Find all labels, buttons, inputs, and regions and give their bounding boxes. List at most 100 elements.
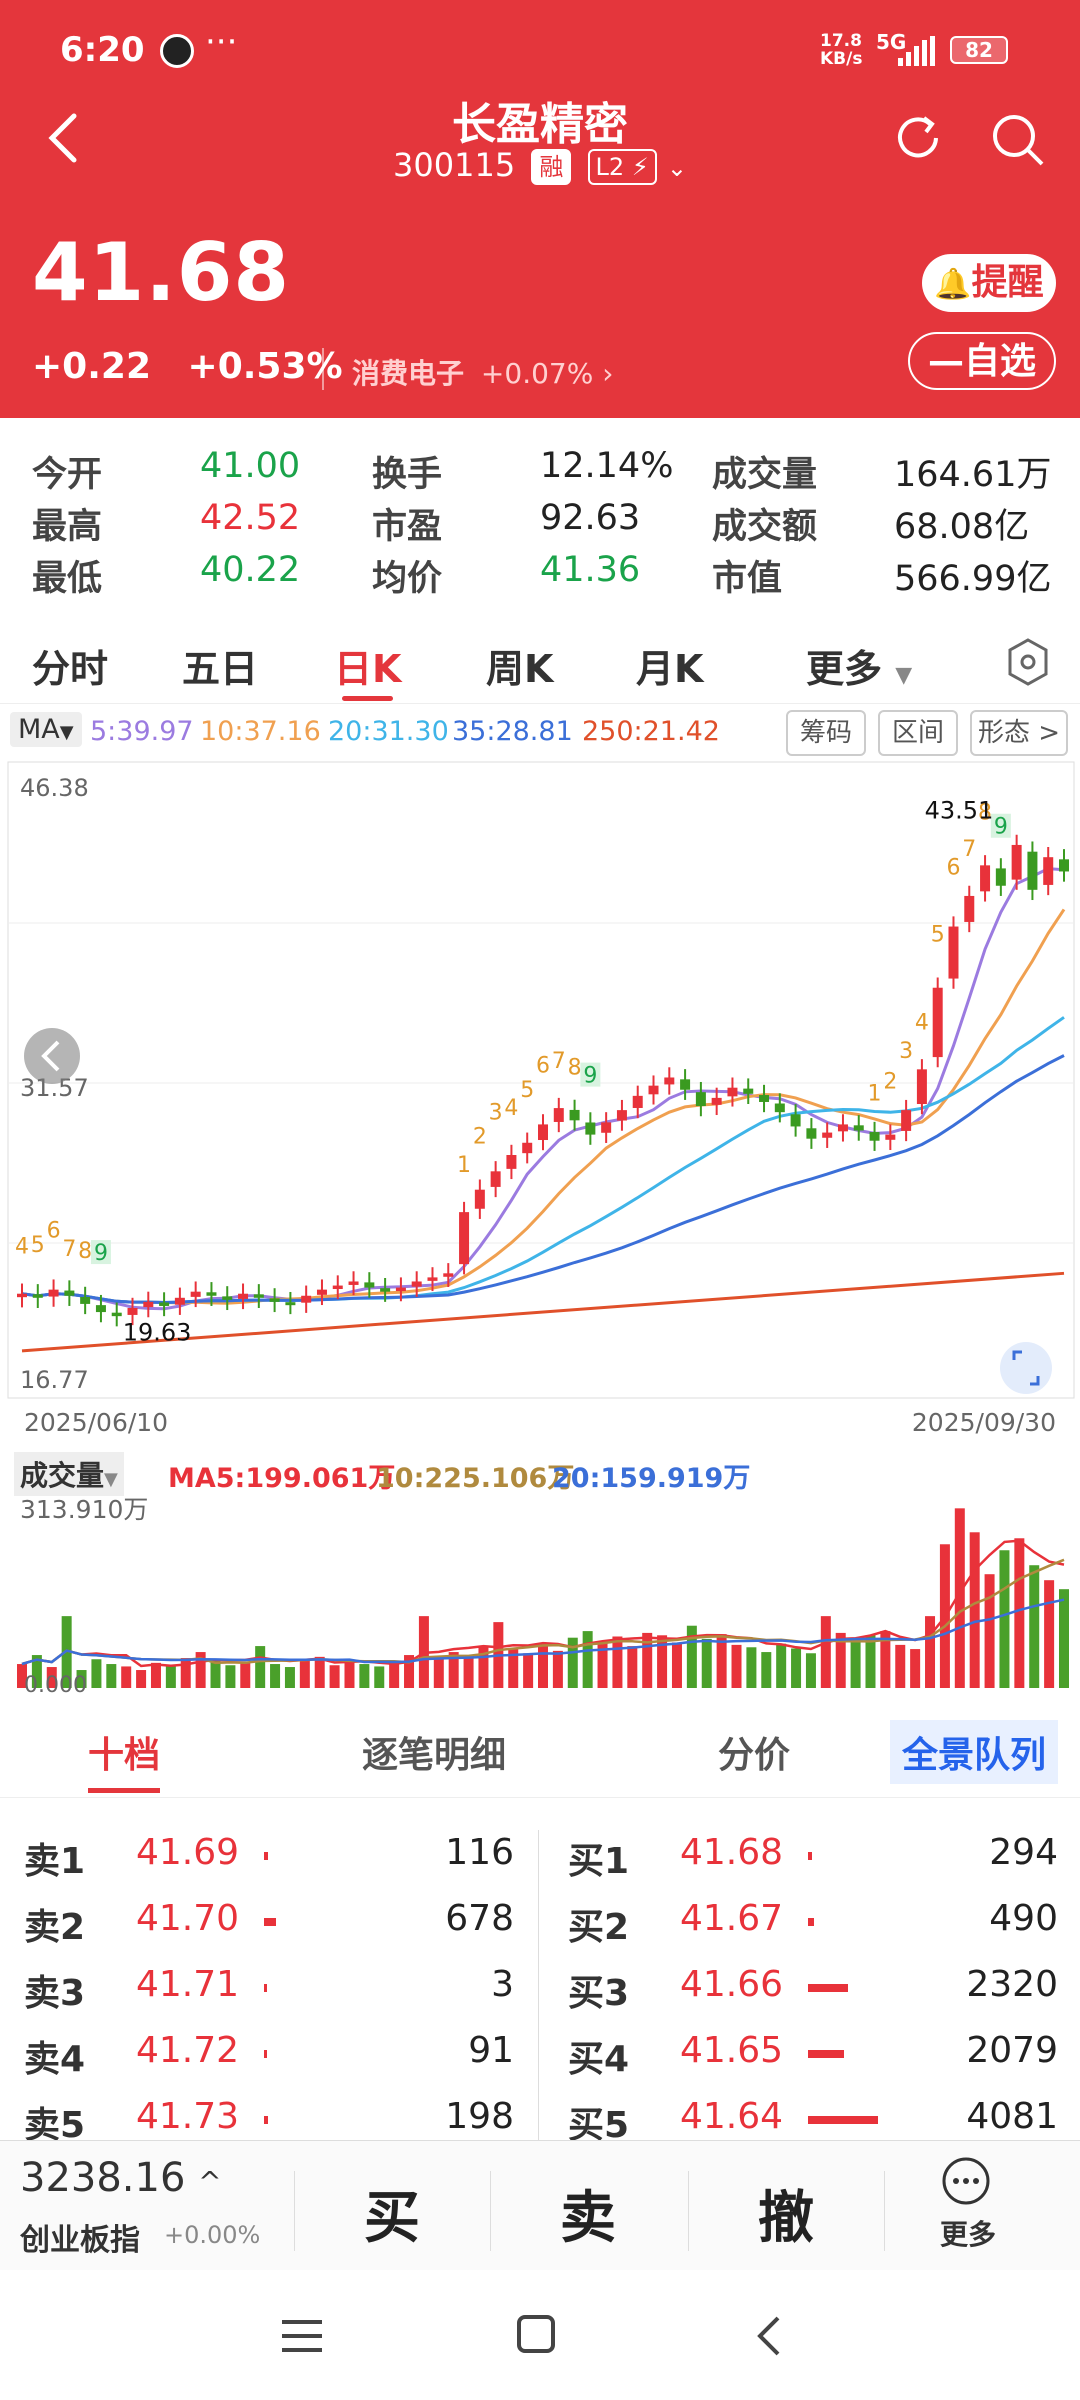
alert-button[interactable]: 🔔提醒 <box>922 254 1056 312</box>
tab-full-queue[interactable]: 全景队列 <box>889 1720 1058 1784</box>
period-tabs: 分时 五日 日K 周K 月K 更多 ▼ <box>0 618 1080 704</box>
buy-button[interactable]: 买 <box>364 2186 420 2251</box>
candle <box>474 1189 485 1209</box>
change-percent: +0.53% <box>187 346 343 387</box>
td-sequence-label: 4 <box>915 1010 929 1035</box>
level-price: 41.66 <box>680 1964 784 2005</box>
volume-bar <box>671 1642 682 1688</box>
td-sequence-label: 1 <box>457 1153 471 1178</box>
search-icon[interactable] <box>988 110 1046 168</box>
volume-chart[interactable]: 0.000 <box>0 1440 1080 1700</box>
signal-icon <box>898 36 935 66</box>
ask-row[interactable]: 卖1 41.69 116 <box>24 1822 514 1888</box>
volume-bar <box>791 1648 802 1688</box>
tab-intraday[interactable]: 分时 <box>32 647 109 691</box>
index-value[interactable]: 3238.16 ^ <box>20 2155 222 2201</box>
volume-selector[interactable]: 成交量▼ <box>14 1452 124 1496</box>
volume-bar <box>835 1632 846 1688</box>
order-book-tabs: 十档 逐笔明细 分价 全景队列 <box>0 1712 1080 1798</box>
stat-label: 换手 <box>372 455 443 495</box>
back-arrow-icon[interactable] <box>40 108 90 168</box>
sector-link[interactable]: 消费电子 +0.07% › <box>352 357 614 390</box>
sector-name: 消费电子 <box>352 357 465 390</box>
chart-left-scroll-button[interactable] <box>24 1028 80 1084</box>
menu-icon[interactable] <box>282 2316 324 2356</box>
bid-row[interactable]: 买1 41.68 294 <box>568 1822 1058 1888</box>
current-price: 41.68 <box>32 226 291 319</box>
chevron-down-icon[interactable]: ⌄ <box>666 154 687 182</box>
candle <box>885 1134 896 1140</box>
stat-value: 12.14% <box>540 446 674 486</box>
more-button[interactable]: 更多 <box>940 2155 996 2253</box>
candle <box>853 1125 864 1131</box>
volume-bar <box>91 1659 102 1688</box>
candle <box>48 1289 59 1297</box>
ma-line-250 <box>21 1271 1065 1353</box>
volume-bar <box>612 1636 623 1688</box>
ma-value-2: 20:31.30 <box>328 716 449 747</box>
candle <box>17 1293 27 1298</box>
index-value-text: 3238.16 <box>20 2155 186 2201</box>
tab-five-day[interactable]: 五日 <box>182 647 259 691</box>
system-nav-bar <box>0 2270 1080 2400</box>
stat-value: 42.52 <box>200 498 301 538</box>
level-price: 41.64 <box>680 2096 784 2137</box>
candle <box>727 1087 738 1097</box>
ask-row[interactable]: 卖3 41.71 3 <box>24 1954 514 2020</box>
volume-bar <box>389 1662 400 1688</box>
stat-value: 164.61万 <box>894 455 1052 495</box>
ma-selector[interactable]: MA▼ <box>10 712 82 747</box>
fullscreen-button[interactable] <box>1000 1342 1052 1394</box>
candle <box>490 1171 501 1187</box>
tab-daily-k[interactable]: 日K <box>334 638 401 701</box>
td-sequence-label: 4 <box>504 1096 518 1121</box>
home-icon[interactable] <box>516 2314 558 2356</box>
level-volume-bar <box>264 1984 267 1992</box>
range-button[interactable]: 区间 <box>878 710 958 756</box>
candle <box>127 1307 138 1315</box>
divider <box>294 2171 295 2251</box>
stat-value: 41.00 <box>200 446 301 486</box>
candle <box>1043 857 1054 885</box>
candle <box>980 865 991 892</box>
level2-tag[interactable]: L2 ⚡ <box>587 149 657 185</box>
candle <box>269 1298 280 1302</box>
cancel-order-button[interactable]: 撤 <box>758 2186 814 2251</box>
tab-monthly-k[interactable]: 月K <box>636 647 704 691</box>
bid-row[interactable]: 买3 41.66 2320 <box>568 1954 1058 2020</box>
bid-row[interactable]: 买2 41.67 490 <box>568 1888 1058 1954</box>
settings-hexagon-icon[interactable] <box>1006 638 1050 686</box>
candle <box>774 1103 785 1113</box>
back-icon[interactable] <box>752 2314 784 2358</box>
ask-row[interactable]: 卖2 41.70 678 <box>24 1888 514 1954</box>
tab-price-distribution[interactable]: 分价 <box>718 1735 791 1776</box>
ask-row[interactable]: 卖5 41.73 198 <box>24 2086 514 2152</box>
volume-bar <box>314 1656 325 1688</box>
td-sequence-label: 7 <box>552 1049 566 1074</box>
td-sequence-label: 1 <box>868 1082 882 1107</box>
level-label: 卖2 <box>24 1907 86 1948</box>
pattern-button[interactable]: 形态 > <box>970 710 1068 756</box>
net-speed: 17.8 KB/s <box>820 31 863 69</box>
tab-tick-detail[interactable]: 逐笔明细 <box>362 1735 507 1776</box>
volume-bar <box>448 1652 459 1688</box>
tab-weekly-k[interactable]: 周K <box>486 647 554 691</box>
ask-row[interactable]: 卖4 41.72 91 <box>24 2020 514 2086</box>
level-volume: 198 <box>445 2096 514 2137</box>
watchlist-button[interactable]: —自选 <box>908 332 1056 390</box>
volume-bar <box>582 1631 593 1688</box>
candle <box>648 1085 659 1095</box>
tab-more[interactable]: 更多 ▼ <box>806 638 912 693</box>
bid-row[interactable]: 买4 41.65 2079 <box>568 2020 1058 2086</box>
change-value: +0.22 <box>32 346 151 387</box>
bid-row[interactable]: 买5 41.64 4081 <box>568 2086 1058 2152</box>
level-label: 买4 <box>568 2039 630 2080</box>
expand-icon <box>1012 1350 1040 1386</box>
tab-ten-level[interactable]: 十档 <box>88 1726 161 1793</box>
sell-button[interactable]: 卖 <box>560 2186 616 2251</box>
td-sequence-label: 9 <box>94 1241 108 1266</box>
chip-button[interactable]: 筹码 <box>786 710 866 756</box>
refresh-icon[interactable] <box>890 110 946 166</box>
stat-label: 最高 <box>32 507 103 547</box>
